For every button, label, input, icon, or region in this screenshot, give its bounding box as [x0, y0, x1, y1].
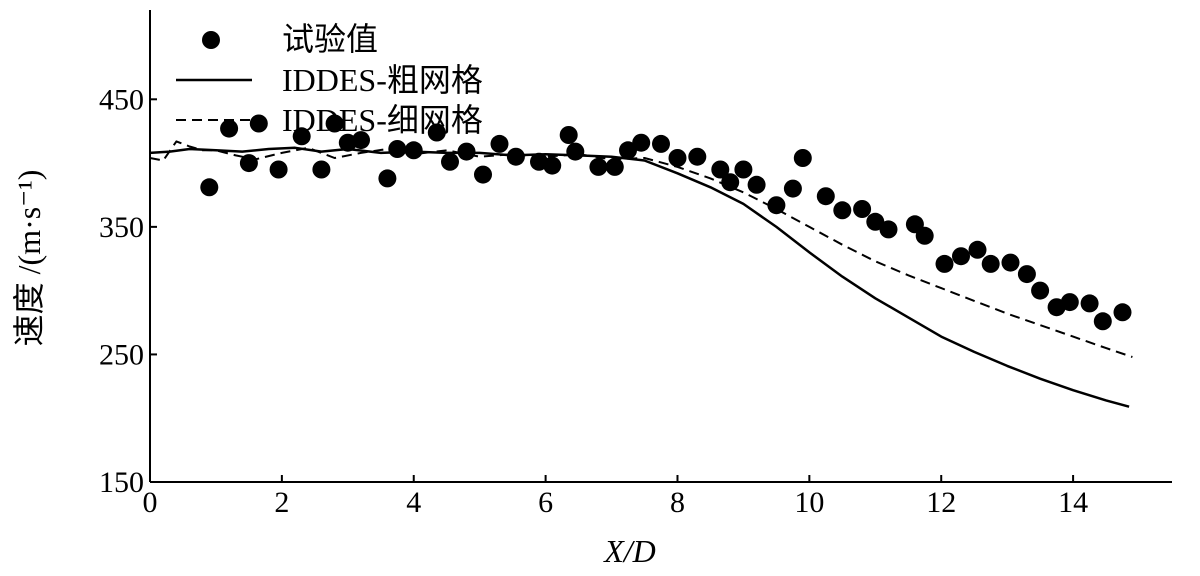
y-axis-title: 速度 /(m·s⁻¹) [11, 170, 47, 347]
data-point-experiment [1060, 293, 1079, 312]
data-point-experiment [441, 152, 459, 171]
data-point-experiment [721, 173, 740, 192]
data-point-experiment [853, 200, 872, 218]
axes [149, 10, 1172, 483]
legend-marker-experiment [202, 31, 220, 49]
series-line-coarse-mesh [149, 146, 1130, 408]
data-point-experiment [935, 254, 954, 273]
data-point-experiment [325, 114, 344, 133]
x-tick-label: 14 [1058, 486, 1088, 519]
y-tick-label: 450 [99, 83, 144, 116]
data-point-experiment [879, 220, 898, 239]
legend-item-coarse-mesh: IDDES-粗网格 [176, 62, 483, 98]
data-point-experiment [1017, 265, 1036, 284]
data-point-experiment [652, 134, 670, 153]
data-point-experiment [404, 141, 423, 160]
x-tick-label: 12 [926, 486, 956, 519]
data-point-experiment [734, 160, 753, 179]
data-point-experiment [559, 126, 578, 144]
legend: 试验值 IDDES-粗网格 IDDES-细网格 [176, 21, 483, 138]
y-tick-label: 150 [99, 466, 144, 499]
data-point-experiment [668, 149, 687, 167]
data-point-experiment [1093, 312, 1112, 331]
legend-label-coarse-mesh: IDDES-粗网格 [282, 62, 483, 98]
data-point-experiment [816, 187, 835, 206]
x-tick-label: 2 [274, 486, 289, 519]
data-point-experiment [269, 160, 288, 179]
data-point-experiment [747, 175, 766, 194]
data-point-experiment [543, 156, 562, 175]
legend-item-fine-mesh: IDDES-细网格 [176, 102, 483, 138]
data-point-experiment [767, 196, 786, 215]
data-point-experiment [688, 147, 707, 166]
data-point-experiment [915, 226, 934, 245]
data-point-experiment [866, 212, 885, 231]
ticks: 0 2 4 6 8 10 12 14 150 250 350 450 [99, 83, 1088, 519]
data-point-experiment [378, 169, 397, 188]
data-point-experiment [1001, 253, 1020, 272]
y-tick-label: 350 [99, 211, 144, 244]
data-point-experiment [249, 114, 268, 133]
data-point-experiment [352, 131, 370, 150]
legend-label-fine-mesh: IDDES-细网格 [282, 102, 483, 138]
data-point-experiment [200, 178, 219, 197]
data-point-experiment [833, 201, 852, 220]
data-point-experiment [1080, 294, 1099, 313]
data-point-experiment [793, 149, 812, 167]
data-point-experiment [783, 179, 802, 198]
data-point-experiment [566, 142, 585, 161]
x-tick-label: 8 [670, 486, 685, 519]
y-tick-label: 250 [99, 338, 144, 371]
data-point-experiment [388, 140, 407, 158]
data-point-experiment [457, 142, 476, 161]
data-point-experiment [292, 127, 311, 146]
data-point-experiment [474, 165, 492, 184]
series-layer [149, 114, 1133, 408]
data-point-experiment [589, 157, 608, 176]
data-point-experiment [239, 154, 258, 173]
data-point-experiment [1113, 303, 1132, 322]
data-point-experiment [312, 160, 331, 179]
data-point-experiment [427, 123, 446, 142]
data-point-experiment [711, 160, 730, 179]
x-tick-label: 4 [406, 486, 421, 519]
x-tick-label: 10 [794, 486, 824, 519]
data-point-experiment [619, 141, 637, 160]
data-point-experiment [220, 119, 239, 138]
data-point-experiment [490, 134, 509, 153]
data-point-experiment [506, 147, 525, 166]
data-point-experiment [1031, 281, 1050, 300]
legend-label-experiment: 试验值 [282, 21, 378, 57]
legend-item-experiment: 试验值 [202, 21, 378, 57]
data-point-experiment [968, 240, 987, 259]
data-point-experiment [952, 247, 970, 266]
x-tick-label: 0 [143, 486, 158, 519]
x-tick-label: 6 [538, 486, 553, 519]
data-point-experiment [981, 254, 1000, 273]
data-point-experiment [605, 157, 624, 176]
x-axis-title: X/D [602, 533, 656, 569]
data-point-experiment [632, 133, 651, 152]
